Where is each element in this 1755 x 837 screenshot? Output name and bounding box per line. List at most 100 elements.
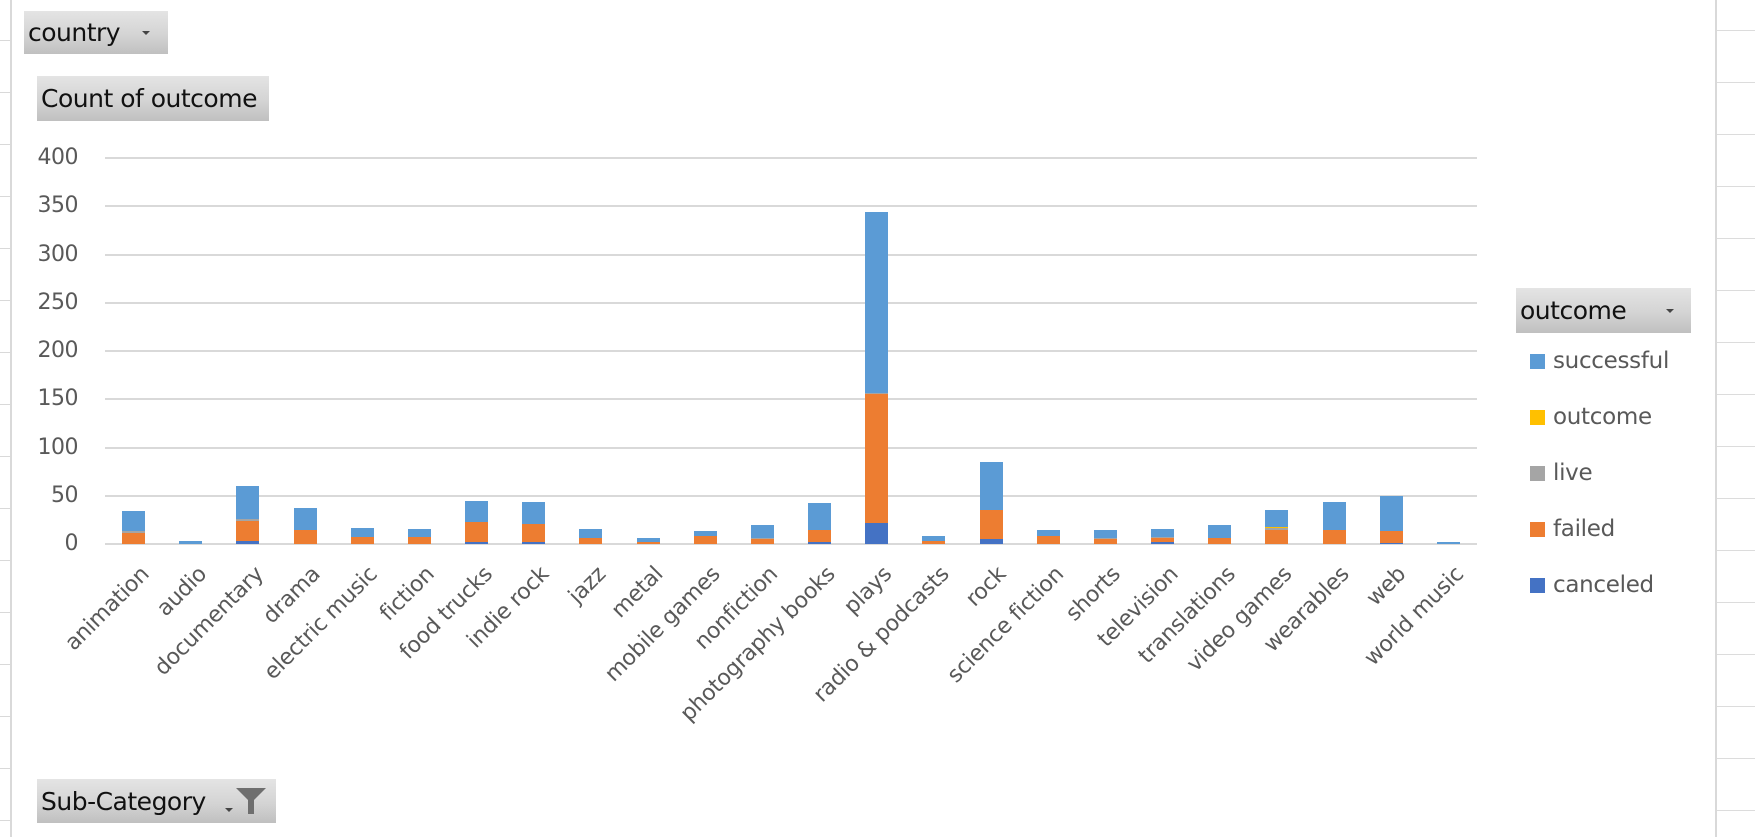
bar-web[interactable] — [1379, 495, 1403, 544]
bar-segment-failed[interactable] — [465, 521, 489, 543]
legend-swatch-icon — [1530, 353, 1545, 369]
bar-rock[interactable] — [979, 461, 1003, 544]
bar-segment-successful[interactable] — [1322, 501, 1346, 530]
outcome-legend-button[interactable]: outcome — [1516, 288, 1691, 333]
bar-segment-successful[interactable] — [750, 524, 774, 539]
bar-nonfiction[interactable] — [750, 524, 774, 544]
bar-segment-failed[interactable] — [808, 530, 832, 543]
bar-segment-failed[interactable] — [236, 520, 260, 542]
bar-fiction[interactable] — [407, 528, 431, 544]
bar-segment-successful[interactable] — [293, 508, 317, 531]
bar-segment-failed[interactable] — [865, 394, 889, 523]
bar-segment-successful[interactable] — [636, 538, 660, 543]
bar-segment-live[interactable] — [808, 529, 832, 531]
legend-item-outcome[interactable]: outcome — [1530, 404, 1652, 430]
legend-item-live[interactable]: live — [1530, 460, 1593, 486]
bar-segment-live[interactable] — [122, 531, 146, 534]
bar-radio-podcasts[interactable] — [922, 536, 946, 544]
bar-segment-failed[interactable] — [922, 541, 946, 544]
bar-segment-canceled[interactable] — [522, 542, 546, 544]
bar-segment-successful[interactable] — [1036, 530, 1060, 537]
bar-segment-successful[interactable] — [465, 500, 489, 522]
bar-segment-successful[interactable] — [350, 527, 374, 538]
bar-animation[interactable] — [122, 511, 146, 544]
bar-segment-failed[interactable] — [407, 537, 431, 544]
bar-shorts[interactable] — [1093, 529, 1117, 544]
legend-item-canceled[interactable]: canceled — [1530, 572, 1654, 598]
bar-segment-canceled[interactable] — [236, 541, 260, 544]
bar-segment-successful[interactable] — [1093, 529, 1117, 539]
bar-segment-canceled[interactable] — [979, 539, 1003, 544]
bar-segment-canceled[interactable] — [1151, 542, 1175, 544]
bar-segment-successful[interactable] — [1151, 528, 1175, 538]
bar-segment-failed[interactable] — [636, 542, 660, 544]
bar-segment-successful[interactable] — [865, 212, 889, 393]
bar-segment-successful[interactable] — [236, 486, 260, 519]
bar-segment-live[interactable] — [236, 518, 260, 521]
bar-segment-live[interactable] — [865, 392, 889, 395]
bar-world-music[interactable] — [1436, 542, 1460, 544]
bar-segment-successful[interactable] — [579, 528, 603, 539]
bar-segment-failed[interactable] — [979, 510, 1003, 540]
bar-metal[interactable] — [636, 538, 660, 544]
bar-translations[interactable] — [1208, 524, 1232, 544]
bar-segment-failed[interactable] — [1265, 529, 1289, 544]
bar-segment-successful[interactable] — [1265, 510, 1289, 527]
bar-jazz[interactable] — [579, 528, 603, 544]
bar-television[interactable] — [1151, 528, 1175, 544]
bar-segment-failed[interactable] — [579, 538, 603, 544]
bar-segment-failed[interactable] — [1036, 536, 1060, 544]
bar-segment-successful[interactable] — [922, 536, 946, 542]
bar-segment-successful[interactable] — [407, 528, 431, 538]
country-filter-button[interactable]: country — [24, 11, 168, 54]
bar-segment-successful[interactable] — [693, 531, 717, 537]
bar-electric-music[interactable] — [350, 527, 374, 544]
bar-documentary[interactable] — [236, 486, 260, 544]
bar-segment-failed[interactable] — [1093, 539, 1117, 544]
bar-segment-live[interactable] — [1322, 529, 1346, 531]
bar-segment-successful[interactable] — [122, 511, 146, 532]
bar-segment-live[interactable] — [750, 538, 774, 540]
bar-segment-canceled[interactable] — [865, 522, 889, 544]
bar-segment-failed[interactable] — [1208, 538, 1232, 544]
bar-plays[interactable] — [865, 212, 889, 544]
bar-segment-canceled[interactable] — [1379, 543, 1403, 544]
bar-segment-canceled[interactable] — [465, 542, 489, 544]
sub-category-filter-button[interactable]: Sub-Category — [37, 779, 276, 823]
bar-segment-failed[interactable] — [693, 536, 717, 544]
bar-video-games[interactable] — [1265, 510, 1289, 544]
bar-segment-live[interactable] — [1151, 537, 1175, 539]
bar-segment-live[interactable] — [1093, 538, 1117, 540]
bar-segment-successful[interactable] — [1436, 542, 1460, 544]
bar-drama[interactable] — [293, 508, 317, 544]
legend-item-successful[interactable]: successful — [1530, 348, 1669, 374]
bar-segment-failed[interactable] — [1322, 530, 1346, 544]
bar-food-trucks[interactable] — [465, 500, 489, 544]
bar-segment-successful[interactable] — [979, 461, 1003, 511]
bar-segment-failed[interactable] — [122, 533, 146, 544]
bar-segment-outcome[interactable] — [1265, 526, 1289, 528]
bar-segment-successful[interactable] — [1208, 524, 1232, 539]
bar-segment-canceled[interactable] — [808, 542, 832, 544]
bar-mobile-games[interactable] — [693, 531, 717, 544]
bar-photography-books[interactable] — [808, 503, 832, 544]
bar-segment-successful[interactable] — [808, 503, 832, 530]
bar-wearables[interactable] — [1322, 501, 1346, 544]
count-of-outcome-button[interactable]: Count of outcome — [37, 76, 269, 121]
bar-segment-failed[interactable] — [1379, 530, 1403, 544]
legend-item-failed[interactable]: failed — [1530, 516, 1615, 542]
bar-science-fiction[interactable] — [1036, 530, 1060, 544]
bar-segment-failed[interactable] — [1151, 538, 1175, 543]
bar-audio[interactable] — [179, 541, 203, 544]
bar-segment-live[interactable] — [1265, 527, 1289, 530]
bar-segment-failed[interactable] — [750, 539, 774, 544]
y-axis-tick-label: 250 — [37, 289, 79, 315]
pivot-chart[interactable] — [10, 0, 1717, 837]
bar-segment-failed[interactable] — [293, 530, 317, 544]
bar-segment-failed[interactable] — [350, 537, 374, 544]
bar-segment-successful[interactable] — [179, 541, 203, 544]
bar-indie-rock[interactable] — [522, 501, 546, 544]
bar-segment-successful[interactable] — [1379, 495, 1403, 531]
bar-segment-successful[interactable] — [522, 501, 546, 524]
bar-segment-failed[interactable] — [522, 523, 546, 543]
